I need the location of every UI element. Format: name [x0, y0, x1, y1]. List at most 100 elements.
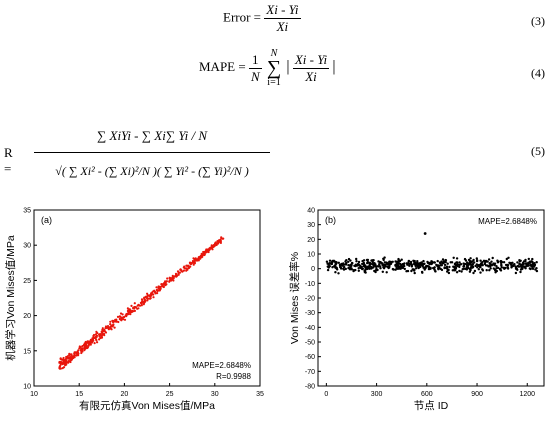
data-point	[337, 261, 340, 264]
data-point	[454, 262, 457, 265]
data-point	[190, 262, 193, 265]
data-point	[530, 265, 534, 268]
plot-frame	[33, 209, 261, 387]
data-point	[426, 261, 430, 265]
data-point	[471, 265, 474, 268]
data-point	[80, 347, 83, 351]
data-point	[397, 266, 400, 269]
data-point	[154, 291, 157, 294]
data-point	[86, 346, 89, 350]
x-tick-label: 300	[371, 391, 383, 398]
data-point	[66, 355, 69, 358]
data-point	[366, 258, 370, 262]
data-point	[423, 268, 426, 271]
data-point	[397, 264, 400, 267]
data-point	[207, 250, 210, 254]
data-point	[488, 269, 491, 272]
data-point	[481, 261, 484, 264]
data-point	[372, 266, 375, 269]
data-point	[458, 261, 461, 264]
data-point	[357, 260, 361, 264]
data-point	[212, 244, 215, 247]
data-point	[522, 260, 526, 263]
data-point	[166, 277, 169, 280]
data-point	[451, 269, 454, 272]
data-point	[69, 358, 72, 361]
data-point	[489, 267, 492, 270]
data-point	[494, 269, 497, 272]
data-point	[415, 267, 418, 270]
data-point	[476, 259, 479, 262]
data-point	[416, 260, 419, 263]
data-point	[445, 267, 449, 270]
y-tick-label: 20	[23, 313, 31, 320]
annotation-r: R=0.9988	[216, 372, 251, 381]
data-point	[176, 270, 180, 273]
data-point	[58, 365, 61, 369]
data-point	[473, 269, 477, 273]
data-point	[507, 256, 510, 259]
data-point	[144, 295, 148, 298]
data-point	[354, 268, 357, 272]
data-point	[449, 261, 452, 264]
sigma-symbol: ∑	[266, 57, 282, 79]
data-point	[174, 272, 178, 275]
data-point	[328, 265, 331, 268]
data-point	[411, 268, 414, 271]
eq5-denominator: √( ∑ Xi² - (∑ Xi)²/N )( ∑ Yi² - (∑ Yi)²/…	[55, 164, 249, 178]
data-point	[95, 338, 98, 341]
data-point	[96, 341, 99, 344]
data-point	[372, 259, 375, 262]
data-point	[535, 261, 538, 264]
data-point	[439, 262, 442, 265]
data-point	[509, 262, 512, 265]
data-point	[327, 263, 330, 266]
data-point	[220, 236, 223, 239]
data-point	[356, 264, 359, 267]
data-point	[325, 260, 329, 263]
data-point	[456, 261, 459, 264]
data-point	[201, 253, 205, 257]
data-point	[407, 260, 410, 263]
eq4-sum: N ∑ i=1	[266, 48, 282, 88]
data-point	[366, 261, 369, 265]
data-point	[455, 271, 459, 274]
data-point	[102, 332, 106, 335]
data-point	[175, 275, 178, 278]
data-point	[136, 307, 139, 310]
data-point	[514, 265, 517, 268]
data-point	[533, 265, 536, 268]
data-point	[140, 298, 144, 301]
data-point	[187, 267, 190, 270]
data-point	[364, 266, 368, 270]
eq4-lhs: MAPE =	[199, 58, 246, 74]
data-point	[194, 258, 197, 262]
data-point	[499, 260, 502, 263]
data-point	[505, 257, 508, 261]
data-point	[71, 355, 74, 358]
data-point	[98, 338, 101, 341]
data-point	[191, 260, 194, 263]
data-point	[359, 266, 362, 270]
data-point	[114, 318, 117, 321]
x-tick-label: 0	[324, 391, 328, 398]
data-point	[405, 270, 408, 273]
data-point	[496, 261, 500, 264]
data-point	[337, 272, 340, 275]
data-point	[83, 346, 86, 349]
data-point	[112, 321, 115, 324]
data-point	[381, 270, 384, 273]
data-point	[109, 325, 112, 329]
data-point	[388, 264, 391, 268]
data-point	[136, 304, 139, 307]
data-point	[458, 265, 461, 269]
data-point	[403, 262, 406, 265]
data-point	[93, 342, 96, 345]
data-point	[130, 304, 133, 307]
data-point	[113, 326, 116, 329]
data-point	[188, 261, 191, 264]
data-point	[143, 296, 146, 299]
data-point	[510, 264, 513, 268]
data-point	[59, 360, 62, 363]
data-point	[87, 344, 90, 347]
